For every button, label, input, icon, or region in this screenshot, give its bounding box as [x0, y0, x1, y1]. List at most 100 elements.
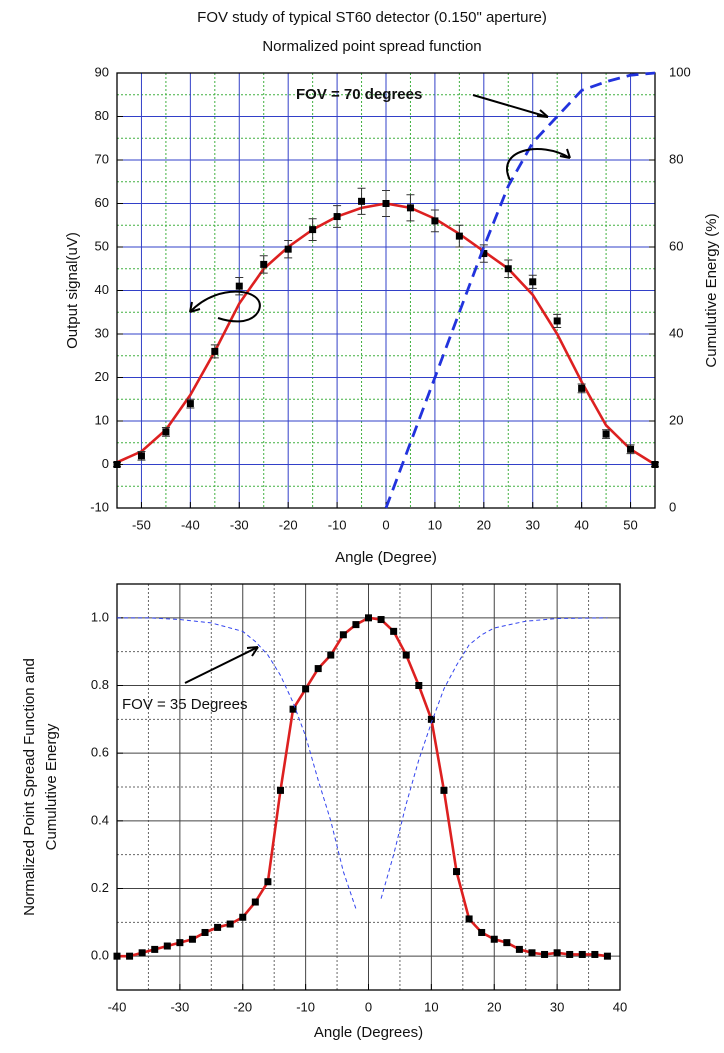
marker: [455, 232, 463, 240]
marker: [211, 347, 219, 355]
chart-subtitle: Normalized point spread function: [262, 38, 481, 55]
marker: [126, 952, 134, 960]
x-tick-label: 10: [428, 517, 442, 532]
marker: [390, 627, 398, 635]
y-tick-label: 20: [95, 369, 109, 384]
marker: [603, 952, 611, 960]
marker: [214, 923, 222, 931]
y2-tick-label: 60: [669, 238, 683, 253]
x-axis-label: Angle (Degree): [335, 549, 437, 566]
marker: [163, 942, 171, 950]
chart-title: FOV study of typical ST60 detector (0.15…: [197, 9, 547, 26]
marker: [289, 705, 297, 713]
annotation-arrow: [184, 646, 259, 684]
x-tick-label: -30: [170, 999, 189, 1014]
marker: [427, 715, 435, 723]
x-tick-label: 0: [382, 517, 389, 532]
annotation-arrow: [472, 94, 549, 118]
marker: [478, 928, 486, 936]
marker: [490, 935, 498, 943]
y-tick-label: 0.0: [91, 948, 109, 963]
x-tick-label: -40: [181, 517, 200, 532]
marker: [465, 915, 473, 923]
marker: [339, 631, 347, 639]
marker: [327, 651, 335, 659]
x-tick-label: -30: [230, 517, 249, 532]
marker: [138, 949, 146, 957]
y-tick-label: 0.8: [91, 677, 109, 692]
marker: [382, 200, 390, 207]
y2-tick-label: 80: [669, 151, 683, 166]
marker: [201, 928, 209, 936]
marker: [264, 878, 272, 886]
y-tick-label: 1.0: [91, 609, 109, 624]
annotation: FOV = 70 degrees: [296, 86, 422, 103]
x-tick-label: 20: [477, 517, 491, 532]
x-tick-label: 10: [424, 999, 438, 1014]
series-line: [384, 71, 656, 509]
annotation-arrow: [536, 109, 549, 118]
y-tick-label: 0.4: [91, 812, 109, 827]
marker: [553, 949, 561, 957]
annotation: FOV = 35 Degrees: [122, 696, 247, 713]
marker: [415, 682, 423, 689]
series-line: [117, 617, 608, 909]
x-tick-label: -40: [108, 999, 127, 1014]
y-tick-label: 0.2: [91, 880, 109, 895]
series-line: [117, 616, 608, 958]
x-tick-label: 30: [525, 517, 539, 532]
y-tick-label: 60: [95, 195, 109, 210]
x-tick-label: 40: [574, 517, 588, 532]
marker: [377, 616, 385, 624]
marker: [302, 685, 310, 693]
annotation-arrow: [189, 301, 201, 313]
annotation-arrow: [246, 646, 259, 657]
marker: [440, 786, 448, 794]
marker: [515, 945, 523, 953]
marker: [406, 204, 414, 212]
marker: [431, 217, 439, 225]
marker: [352, 621, 360, 629]
marker: [602, 430, 610, 438]
marker: [314, 665, 322, 673]
marker: [239, 913, 247, 921]
y-tick-label: 70: [95, 151, 109, 166]
marker: [137, 452, 145, 460]
marker: [480, 250, 488, 258]
marker: [553, 317, 561, 325]
y2-tick-label: 40: [669, 325, 683, 340]
y2-tick-label: 100: [669, 64, 691, 79]
marker: [453, 868, 461, 876]
marker: [541, 950, 549, 958]
marker: [528, 949, 536, 957]
marker: [529, 278, 537, 286]
y-axis-label: Normalized Point Spread Function and: [21, 658, 38, 916]
marker: [176, 939, 184, 947]
marker: [162, 428, 170, 436]
y-tick-label: 30: [95, 325, 109, 340]
marker: [151, 945, 159, 953]
marker: [566, 950, 574, 958]
marker: [251, 898, 259, 906]
marker: [333, 213, 341, 221]
x-tick-label: 0: [365, 999, 372, 1014]
marker: [284, 245, 292, 253]
y2-tick-label: 20: [669, 412, 683, 427]
annotation-arrow: [189, 290, 261, 323]
x-tick-label: -10: [328, 517, 347, 532]
y-tick-label: 90: [95, 64, 109, 79]
y-axis-label: Output signal(uV): [64, 232, 81, 349]
x-tick-label: -10: [296, 999, 315, 1014]
marker: [578, 384, 586, 392]
annotation-arrow: [506, 148, 571, 181]
marker: [358, 197, 366, 205]
marker: [276, 786, 284, 794]
y-tick-label: 80: [95, 108, 109, 123]
x-tick-label: -20: [279, 517, 298, 532]
y2-tick-label: 0: [669, 499, 676, 514]
y-tick-label: 40: [95, 282, 109, 297]
marker: [503, 939, 511, 947]
y-tick-label: 0: [102, 456, 109, 471]
marker: [591, 950, 599, 958]
